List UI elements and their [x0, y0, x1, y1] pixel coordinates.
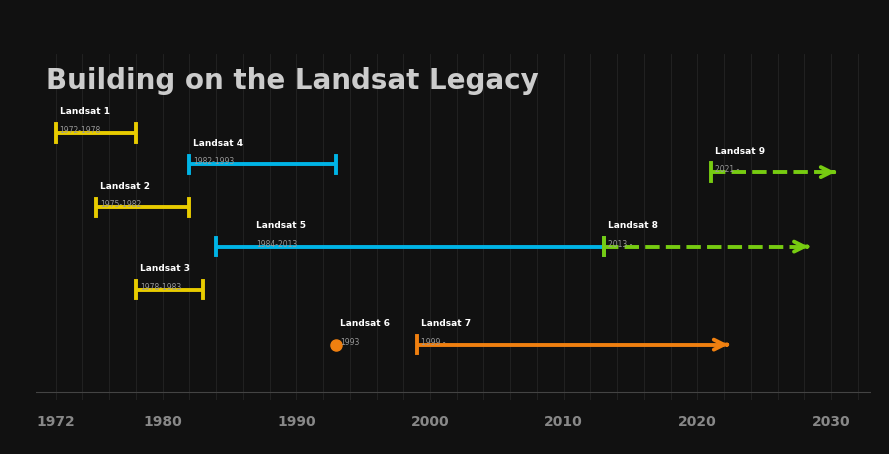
Text: Landsat 5: Landsat 5 — [256, 221, 306, 230]
Text: 1978-1983: 1978-1983 — [140, 283, 181, 291]
Text: 2021 -: 2021 - — [715, 165, 739, 174]
Text: Landsat 7: Landsat 7 — [420, 319, 471, 328]
Text: Landsat 3: Landsat 3 — [140, 264, 190, 273]
Text: 1982-1993: 1982-1993 — [193, 157, 235, 166]
Text: Landsat 4: Landsat 4 — [193, 139, 244, 148]
Text: Landsat 1: Landsat 1 — [60, 108, 109, 116]
Text: Landsat 2: Landsat 2 — [100, 182, 149, 191]
Text: Landsat 8: Landsat 8 — [608, 221, 658, 230]
Text: Building on the Landsat Legacy: Building on the Landsat Legacy — [45, 67, 539, 94]
Text: 1999 -: 1999 - — [420, 338, 445, 346]
Text: Landsat 9: Landsat 9 — [715, 147, 765, 156]
Text: 1975-1982: 1975-1982 — [100, 200, 141, 209]
Text: 1993: 1993 — [340, 338, 360, 346]
Text: 1972-1978: 1972-1978 — [60, 126, 100, 135]
Text: Landsat 6: Landsat 6 — [340, 319, 390, 328]
Text: 2013 -: 2013 - — [608, 240, 632, 248]
Text: 1984-2013: 1984-2013 — [256, 240, 298, 248]
